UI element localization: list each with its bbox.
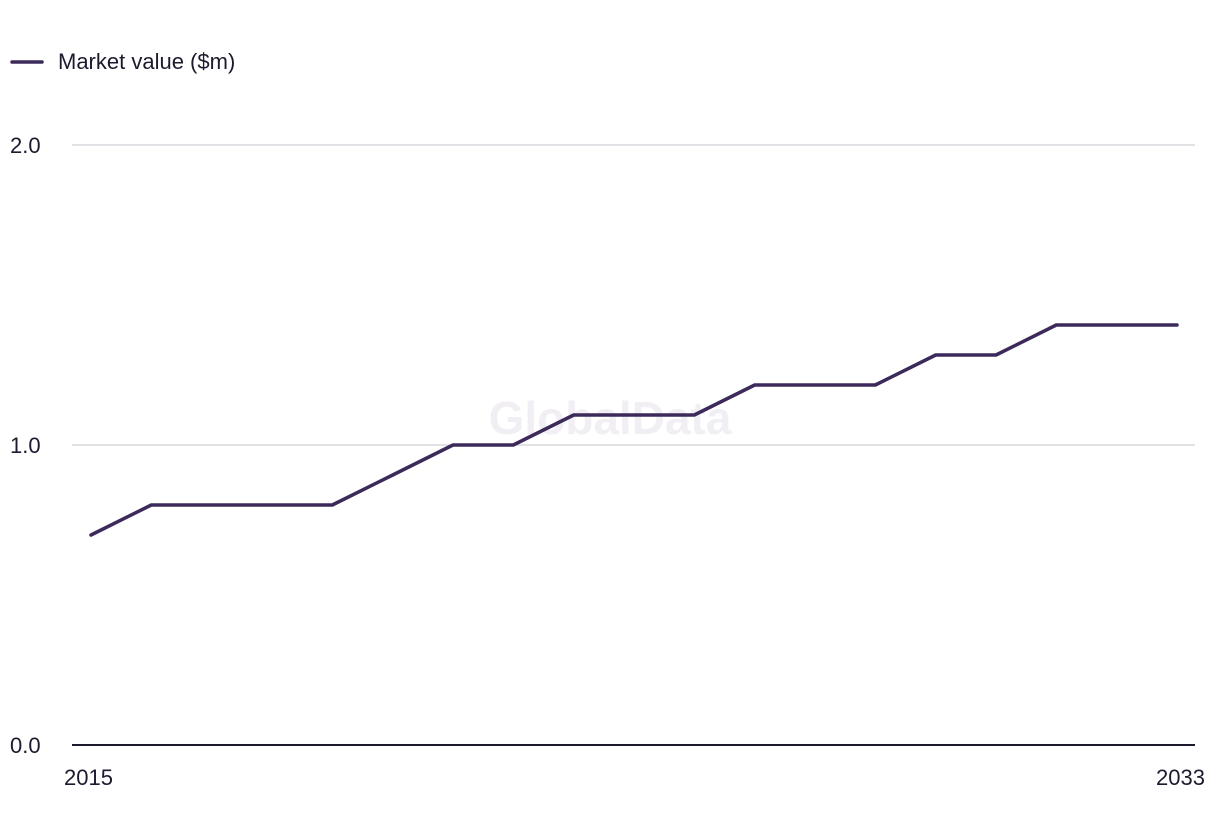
data-point xyxy=(1052,321,1060,329)
data-point xyxy=(690,411,698,419)
data-point xyxy=(871,381,879,389)
axes: 0.0 1.0 2.0 2015 2033 xyxy=(10,133,1205,790)
data-point xyxy=(147,501,155,509)
data-point xyxy=(1173,321,1181,329)
data-point xyxy=(509,441,517,449)
legend-label-market-value: Market value ($m) xyxy=(58,49,235,74)
data-point xyxy=(449,441,457,449)
x-tick-label-end: 2033 xyxy=(1156,765,1205,790)
data-point xyxy=(570,411,578,419)
data-point xyxy=(268,501,276,509)
series-layer xyxy=(87,321,1181,539)
data-point xyxy=(751,381,759,389)
data-point xyxy=(932,351,940,359)
data-point xyxy=(811,381,819,389)
data-point xyxy=(992,351,1000,359)
y-tick-label: 2.0 xyxy=(10,133,41,158)
legend: Market value ($m) xyxy=(10,49,235,74)
data-point xyxy=(389,471,397,479)
y-tick-label: 1.0 xyxy=(10,433,41,458)
data-point xyxy=(1113,321,1121,329)
series-line-market-value xyxy=(89,323,1179,537)
x-tick-label-start: 2015 xyxy=(64,765,113,790)
y-tick-label: 0.0 xyxy=(10,733,41,758)
data-point xyxy=(87,531,95,539)
data-point xyxy=(328,501,336,509)
data-point xyxy=(630,411,638,419)
data-point xyxy=(208,501,216,509)
gridlines xyxy=(72,144,1195,446)
